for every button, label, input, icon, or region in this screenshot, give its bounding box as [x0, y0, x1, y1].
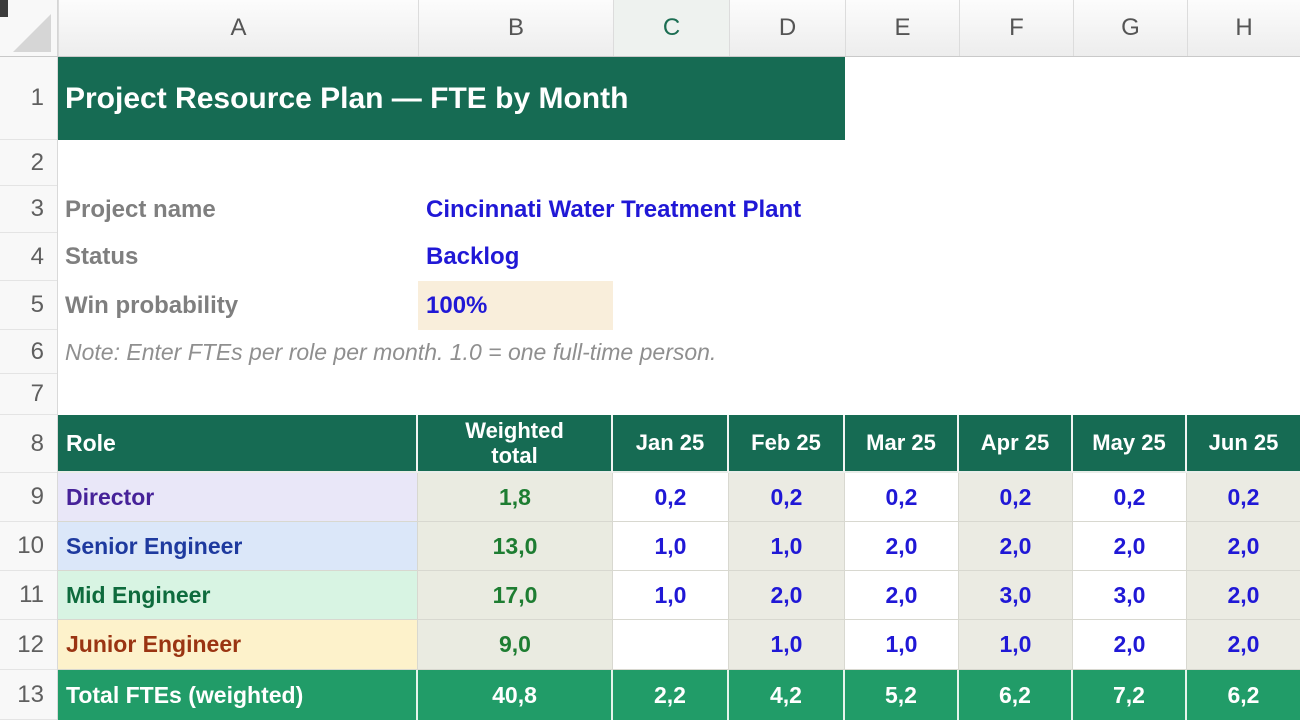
fte-cell[interactable]: 2,0 — [845, 522, 959, 571]
fte-cell[interactable]: 2,0 — [1187, 620, 1300, 670]
title-banner-cell[interactable]: Project Resource Plan — FTE by Month — [58, 57, 845, 140]
row-header-strip: 1 2 3 4 5 6 7 8 9 10 11 12 13 — [0, 57, 58, 720]
total-fte-cell[interactable]: 2,2 — [613, 670, 729, 720]
row-header-5[interactable]: 5 — [0, 281, 57, 330]
win-probability-value-cell[interactable]: 100% — [418, 281, 613, 330]
fte-cell[interactable]: 2,0 — [959, 522, 1073, 571]
fte-cell[interactable]: 1,0 — [613, 522, 729, 571]
fte-cell[interactable]: 3,0 — [1073, 571, 1187, 620]
fte-cell[interactable]: 1,0 — [959, 620, 1073, 670]
row-header-3[interactable]: 3 — [0, 186, 57, 233]
table-row-director: Director 1,8 0,2 0,2 0,2 0,2 0,2 0,2 — [58, 473, 1300, 522]
role-cell[interactable]: Junior Engineer — [58, 620, 418, 670]
fte-cell[interactable]: 2,0 — [1073, 620, 1187, 670]
column-header-G[interactable]: G — [1073, 0, 1187, 56]
column-header-strip: A B C D E F G H — [0, 0, 1300, 57]
row-header-13[interactable]: 13 — [0, 670, 57, 720]
total-fte-cell[interactable]: 4,2 — [729, 670, 845, 720]
status-label-cell[interactable]: Status — [65, 243, 139, 270]
weighted-total-cell[interactable]: 17,0 — [418, 571, 613, 620]
select-all-icon — [13, 14, 51, 52]
row-header-11[interactable]: 11 — [0, 571, 57, 620]
total-fte-cell[interactable]: 6,2 — [1187, 670, 1300, 720]
total-weighted-cell[interactable]: 40,8 — [418, 670, 613, 720]
note-cell[interactable]: Note: Enter FTEs per role per month. 1.0… — [65, 338, 717, 365]
month-header-mar25[interactable]: Mar 25 — [845, 415, 959, 473]
fte-cell[interactable]: 1,0 — [845, 620, 959, 670]
fte-cell[interactable]: 2,0 — [845, 571, 959, 620]
total-fte-cell[interactable]: 7,2 — [1073, 670, 1187, 720]
row-header-8[interactable]: 8 — [0, 415, 57, 473]
weighted-total-cell[interactable]: 1,8 — [418, 473, 613, 522]
row-header-12[interactable]: 12 — [0, 620, 57, 670]
weighted-total-cell[interactable]: 9,0 — [418, 620, 613, 670]
fte-cell[interactable]: 2,0 — [1187, 571, 1300, 620]
column-header-E[interactable]: E — [845, 0, 959, 56]
table-row-junior-engineer: Junior Engineer 9,0 1,0 1,0 1,0 2,0 2,0 — [58, 620, 1300, 670]
month-header-jan25[interactable]: Jan 25 — [613, 415, 729, 473]
fte-cell[interactable]: 0,2 — [1073, 473, 1187, 522]
row-header-6[interactable]: 6 — [0, 330, 57, 374]
fte-cell[interactable]: 1,0 — [729, 620, 845, 670]
weighted-total-header-cell[interactable]: Weighted total — [418, 415, 613, 473]
row-header-2[interactable]: 2 — [0, 140, 57, 186]
fte-cell[interactable]: 1,0 — [613, 571, 729, 620]
column-header-B[interactable]: B — [418, 0, 613, 56]
month-header-jun25[interactable]: Jun 25 — [1187, 415, 1300, 473]
column-header-C[interactable]: C — [613, 0, 729, 56]
fte-cell[interactable]: 2,0 — [1073, 522, 1187, 571]
fte-cell[interactable]: 0,2 — [845, 473, 959, 522]
role-cell[interactable]: Director — [58, 473, 418, 522]
weighted-total-cell[interactable]: 13,0 — [418, 522, 613, 571]
fte-cell[interactable]: 3,0 — [959, 571, 1073, 620]
total-fte-cell[interactable]: 6,2 — [959, 670, 1073, 720]
role-cell[interactable]: Mid Engineer — [58, 571, 418, 620]
select-all-corner[interactable] — [0, 0, 58, 56]
role-header-cell[interactable]: Role — [58, 415, 418, 473]
fte-table: Role Weighted total Jan 25 Feb 25 Mar 25… — [58, 415, 1300, 720]
total-fte-cell[interactable]: 5,2 — [845, 670, 959, 720]
fte-cell[interactable]: 1,0 — [729, 522, 845, 571]
table-header-row: Role Weighted total Jan 25 Feb 25 Mar 25… — [58, 415, 1300, 473]
table-row-mid-engineer: Mid Engineer 17,0 1,0 2,0 2,0 3,0 3,0 2,… — [58, 571, 1300, 620]
row-header-7[interactable]: 7 — [0, 374, 57, 415]
role-cell[interactable]: Senior Engineer — [58, 522, 418, 571]
fte-cell[interactable]: 0,2 — [1187, 473, 1300, 522]
month-header-feb25[interactable]: Feb 25 — [729, 415, 845, 473]
fte-cell[interactable]: 2,0 — [729, 571, 845, 620]
page-title: Project Resource Plan — FTE by Month — [65, 81, 629, 115]
table-row-senior-engineer: Senior Engineer 13,0 1,0 1,0 2,0 2,0 2,0… — [58, 522, 1300, 571]
project-name-value-cell[interactable]: Cincinnati Water Treatment Plant — [426, 195, 802, 223]
window-corner-artifact — [0, 0, 8, 17]
fte-cell[interactable]: 0,2 — [613, 473, 729, 522]
column-header-H[interactable]: H — [1187, 0, 1300, 56]
total-label-cell[interactable]: Total FTEs (weighted) — [58, 670, 418, 720]
fte-cell[interactable] — [613, 620, 729, 670]
fte-cell[interactable]: 0,2 — [729, 473, 845, 522]
table-row-total: Total FTEs (weighted) 40,8 2,2 4,2 5,2 6… — [58, 670, 1300, 720]
fte-cell[interactable]: 0,2 — [959, 473, 1073, 522]
weighted-total-header-label: Weighted total — [465, 417, 564, 468]
row-header-4[interactable]: 4 — [0, 233, 57, 281]
column-header-A[interactable]: A — [58, 0, 418, 56]
row-header-1[interactable]: 1 — [0, 57, 57, 140]
fte-cell[interactable]: 2,0 — [1187, 522, 1300, 571]
status-value-cell[interactable]: Backlog — [426, 243, 520, 270]
row-header-10[interactable]: 10 — [0, 522, 57, 571]
row-header-9[interactable]: 9 — [0, 473, 57, 522]
project-name-label-cell[interactable]: Project name — [65, 195, 216, 223]
month-header-apr25[interactable]: Apr 25 — [959, 415, 1073, 473]
month-header-may25[interactable]: May 25 — [1073, 415, 1187, 473]
column-header-F[interactable]: F — [959, 0, 1073, 56]
win-probability-label-cell[interactable]: Win probability — [65, 291, 239, 319]
column-header-D[interactable]: D — [729, 0, 845, 56]
